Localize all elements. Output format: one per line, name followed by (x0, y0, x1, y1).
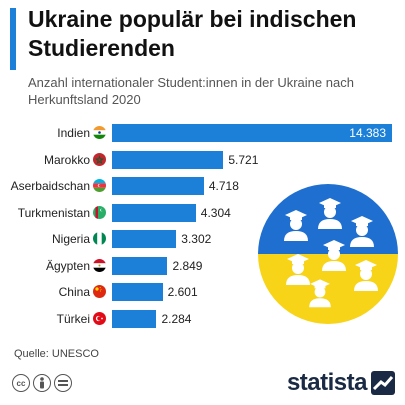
data-label: 4.718 (208, 179, 239, 193)
license-icons: cc (12, 374, 72, 394)
graduate-icon (284, 210, 308, 241)
title-accent-bar (10, 8, 16, 70)
bar (112, 124, 392, 142)
azerbaijan-flag-icon (93, 179, 106, 192)
chart-title: Ukraine populär bei indischen Studierend… (28, 6, 357, 61)
data-label: 5.721 (228, 152, 259, 167)
india-flag-icon (93, 126, 106, 139)
chart-subtitle: Anzahl internationaler Student:innen in … (28, 75, 354, 107)
data-label: 14.383 (349, 126, 386, 140)
bar-chart: Indien 14.383 Marokko 5.721 Aserbaidschan 4.7… (0, 116, 405, 340)
bar (112, 230, 177, 248)
graduate-icon (350, 216, 374, 247)
category-label: Ägypten (45, 258, 90, 273)
data-label: 2.849 (172, 258, 203, 273)
bar-row: Türkei 2.284 (0, 306, 405, 332)
bar-row: Turkmenistan 4.304 (0, 200, 405, 226)
statista-logo[interactable]: statista (287, 369, 395, 397)
bar (112, 256, 168, 275)
logo-text: statista (286, 369, 368, 396)
morocco-flag-icon (93, 152, 106, 166)
china-flag-icon (93, 285, 106, 298)
category-label: Türkei (56, 311, 90, 326)
category-label: Indien (57, 126, 90, 140)
nd-icon[interactable] (54, 374, 72, 392)
bar-row: Marokko 5.721 (0, 147, 405, 173)
bar-row: Aserbaidschan 4.718 (0, 173, 405, 199)
category-label: Turkmenistan (17, 205, 90, 220)
graduate-icon (309, 279, 331, 308)
bar (112, 150, 224, 169)
graduate-icon (318, 198, 342, 229)
bar-row: Ägypten 2.849 (0, 253, 405, 279)
data-label: 2.601 (167, 285, 198, 299)
by-icon[interactable] (33, 374, 51, 392)
data-label: 3.302 (181, 232, 212, 246)
cc-icon[interactable]: cc (12, 374, 30, 392)
bar (112, 203, 196, 222)
category-label: China (58, 285, 90, 299)
egypt-flag-icon (93, 258, 106, 272)
turkmenistan-flag-icon (93, 205, 106, 219)
graduate-icon (286, 254, 310, 285)
bar (112, 283, 163, 301)
bar-row: Indien 14.383 (0, 120, 405, 146)
bar (112, 177, 204, 195)
category-label: Nigeria (51, 232, 90, 246)
bar-row: Nigeria 3.302 (0, 226, 405, 252)
graduate-icon (354, 260, 378, 291)
data-label: 2.284 (161, 311, 192, 326)
turkey-flag-icon (93, 311, 106, 325)
ukraine-graduates-illustration (258, 184, 398, 324)
category-label: Aserbaidschan (10, 179, 90, 193)
graduate-icon (322, 240, 346, 271)
statista-logo-icon (371, 371, 395, 395)
category-label: Marokko (43, 152, 90, 167)
bar (112, 309, 157, 328)
bar-row: China 2.601 (0, 279, 405, 305)
source-note: Quelle: UNESCO (14, 348, 99, 360)
data-label: 4.304 (200, 205, 231, 220)
nigeria-flag-icon (93, 232, 106, 245)
